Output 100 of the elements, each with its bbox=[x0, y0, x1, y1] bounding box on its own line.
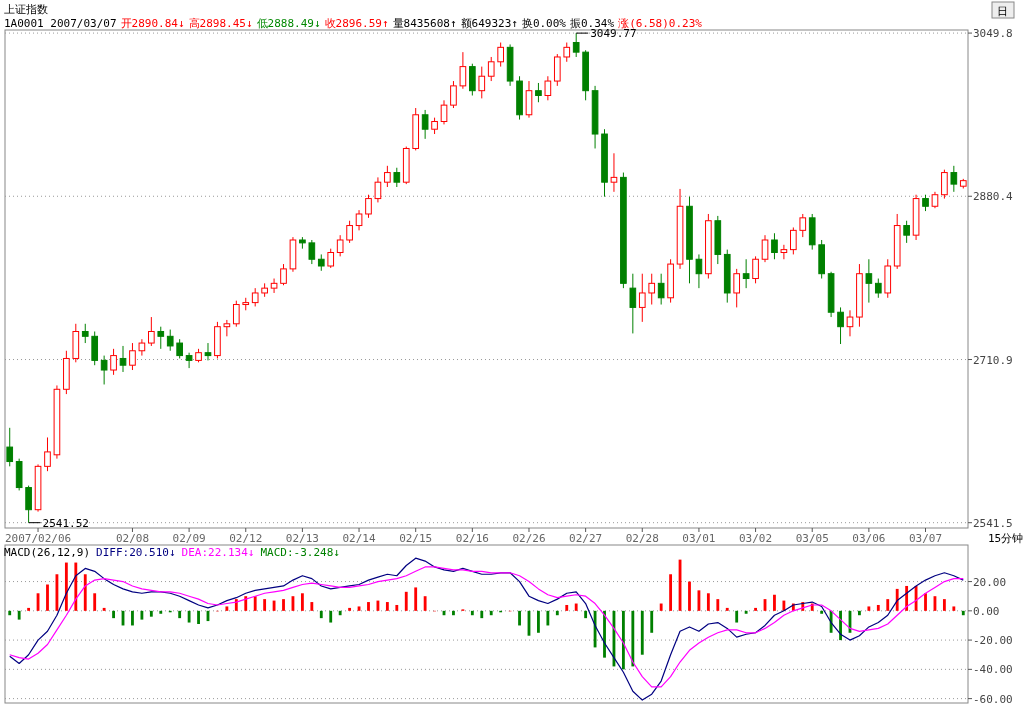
candlestick bbox=[648, 273, 656, 306]
x-tick-label: 02/16 bbox=[455, 532, 489, 545]
y-tick-label: 2710.9 bbox=[973, 353, 1013, 367]
bar bbox=[8, 610, 12, 616]
bar bbox=[414, 587, 418, 611]
bar bbox=[555, 610, 559, 616]
candlestick bbox=[865, 258, 873, 304]
text: 低2888.49↓ bbox=[256, 17, 321, 30]
text: 日 bbox=[997, 5, 1008, 18]
candlestick bbox=[110, 348, 117, 376]
candlestick bbox=[232, 300, 240, 328]
candlestick bbox=[544, 75, 552, 101]
chart-title: MACD(26,12,9) bbox=[4, 546, 91, 559]
bar bbox=[46, 584, 49, 611]
candlestick bbox=[780, 244, 788, 260]
candlestick bbox=[771, 232, 778, 260]
bar bbox=[820, 610, 824, 614]
bar bbox=[253, 596, 257, 611]
bar bbox=[187, 610, 191, 623]
candlestick bbox=[742, 258, 750, 289]
bar bbox=[735, 610, 739, 623]
line-series bbox=[9, 566, 964, 688]
bar bbox=[565, 604, 569, 611]
x-tick-label: 02/12 bbox=[229, 532, 263, 545]
candlestick bbox=[176, 338, 183, 359]
bar bbox=[140, 610, 144, 620]
candlestick bbox=[138, 338, 146, 357]
x-tick-label: 02/28 bbox=[625, 532, 659, 545]
candlestick bbox=[327, 248, 335, 269]
candlestick bbox=[903, 220, 910, 244]
bar bbox=[102, 607, 106, 611]
bar bbox=[197, 610, 200, 624]
bar bbox=[650, 610, 654, 633]
bar bbox=[159, 610, 163, 614]
candlestick bbox=[280, 263, 287, 286]
bar bbox=[952, 606, 956, 611]
text: 量8435608↑ bbox=[392, 17, 457, 30]
bar bbox=[423, 596, 427, 611]
candlestick bbox=[535, 82, 542, 103]
bar bbox=[338, 610, 342, 616]
bar bbox=[131, 610, 134, 626]
candlestick bbox=[336, 234, 344, 257]
bar bbox=[716, 599, 720, 611]
bar bbox=[754, 607, 757, 611]
candlestick bbox=[761, 234, 769, 263]
bar bbox=[876, 604, 880, 611]
y-tick-label: 2880.4 bbox=[973, 190, 1014, 204]
bar bbox=[282, 599, 285, 611]
candlestick bbox=[837, 306, 844, 345]
bar bbox=[404, 591, 408, 611]
candlestick bbox=[81, 323, 89, 344]
bar bbox=[149, 610, 153, 617]
candlestick bbox=[270, 278, 278, 294]
x-tick-label: 02/09 bbox=[172, 532, 206, 545]
bar bbox=[659, 603, 663, 611]
x-tick-label: 03/07 bbox=[908, 532, 943, 545]
candlestick bbox=[610, 152, 618, 193]
candlestick bbox=[6, 427, 14, 467]
bar bbox=[93, 593, 97, 611]
candlestick bbox=[119, 345, 127, 373]
bar bbox=[480, 610, 484, 619]
candlestick bbox=[950, 165, 958, 193]
y-tick-label: -60.00 bbox=[973, 692, 1013, 706]
x-tick-label: 03/02 bbox=[739, 532, 773, 545]
x-tick-label: 02/15 bbox=[399, 532, 433, 545]
bar bbox=[574, 603, 578, 611]
bar bbox=[178, 610, 182, 619]
text: 15分钟 bbox=[988, 532, 1024, 545]
bar bbox=[27, 607, 31, 611]
x-tick-label: 03/01 bbox=[682, 532, 716, 545]
x-tick-label: 02/27 bbox=[569, 532, 603, 545]
candlestick bbox=[25, 485, 32, 524]
y-tick-label: -20.00 bbox=[973, 634, 1013, 648]
text: 1A0001 2007/03/07 bbox=[4, 17, 117, 30]
bar bbox=[112, 610, 115, 619]
candlestick bbox=[384, 165, 391, 188]
x-tick-label: 02/26 bbox=[512, 532, 546, 545]
text: 换0.00% bbox=[521, 17, 567, 30]
bar bbox=[64, 562, 68, 611]
candlestick bbox=[695, 253, 703, 289]
candlestick bbox=[450, 80, 457, 109]
candlestick bbox=[346, 220, 353, 244]
candlestick bbox=[421, 109, 429, 140]
text: 开2890.84↓ bbox=[120, 17, 185, 30]
series-label: DIFF:20.510↓ bbox=[96, 546, 176, 559]
bar bbox=[640, 610, 644, 655]
text: 收2896.59↑ bbox=[324, 17, 389, 30]
bar bbox=[263, 599, 267, 611]
candlestick bbox=[799, 213, 807, 238]
candlestick bbox=[572, 32, 580, 58]
bar bbox=[537, 610, 540, 633]
bar bbox=[631, 610, 635, 667]
bar bbox=[310, 602, 314, 611]
bar bbox=[782, 600, 786, 611]
bar bbox=[942, 599, 946, 611]
bar bbox=[867, 606, 871, 611]
candlestick bbox=[129, 342, 136, 371]
candlestick bbox=[478, 66, 486, 99]
candlestick bbox=[440, 99, 448, 125]
bar bbox=[329, 610, 333, 623]
